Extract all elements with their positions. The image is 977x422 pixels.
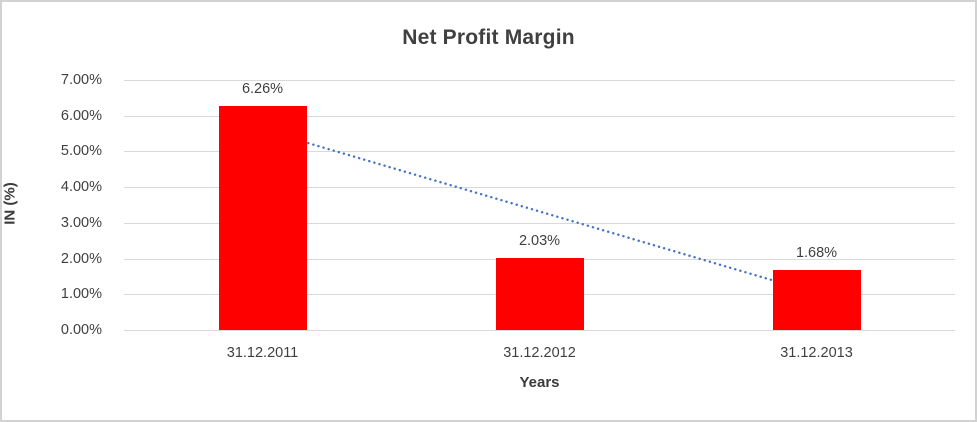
y-axis-tick-label: 0.00% [60,322,102,338]
gridline [124,330,955,331]
y-axis-tick-label: 1.00% [60,286,102,303]
x-axis-tick-label: 31.12.2013 [780,345,853,361]
trendline[interactable] [124,80,955,330]
data-label: 1.68% [795,245,838,261]
trendline-path[interactable] [261,128,818,295]
data-label: 6.26% [241,81,284,98]
gridline [124,222,955,224]
y-axis-tick-label: 2.00% [60,250,102,267]
y-axis-tick-label: 4.00% [60,179,102,196]
y-axis-tick-label: 6.00% [60,107,102,124]
x-axis-tick-label: 31.12.2011 [226,345,299,361]
y-axis-tick-label: 5.00% [60,143,102,160]
data-label: 2.03% [518,232,561,249]
bar-31.12.2012[interactable] [495,257,584,330]
gridline [124,151,955,153]
x-axis-tick-label: 31.12.2012 [503,345,576,361]
bar-31.12.2011[interactable] [218,106,307,330]
gridline [124,115,955,117]
bar-31.12.2013[interactable] [772,270,861,330]
y-axis-tick-label: 7.00% [60,72,102,88]
y-axis-tick-label: 3.00% [60,214,102,231]
gridline [124,80,955,81]
x-axis-title: Years [519,374,560,391]
gridline [124,187,955,189]
chart-title: Net Profit Margin [402,26,575,49]
